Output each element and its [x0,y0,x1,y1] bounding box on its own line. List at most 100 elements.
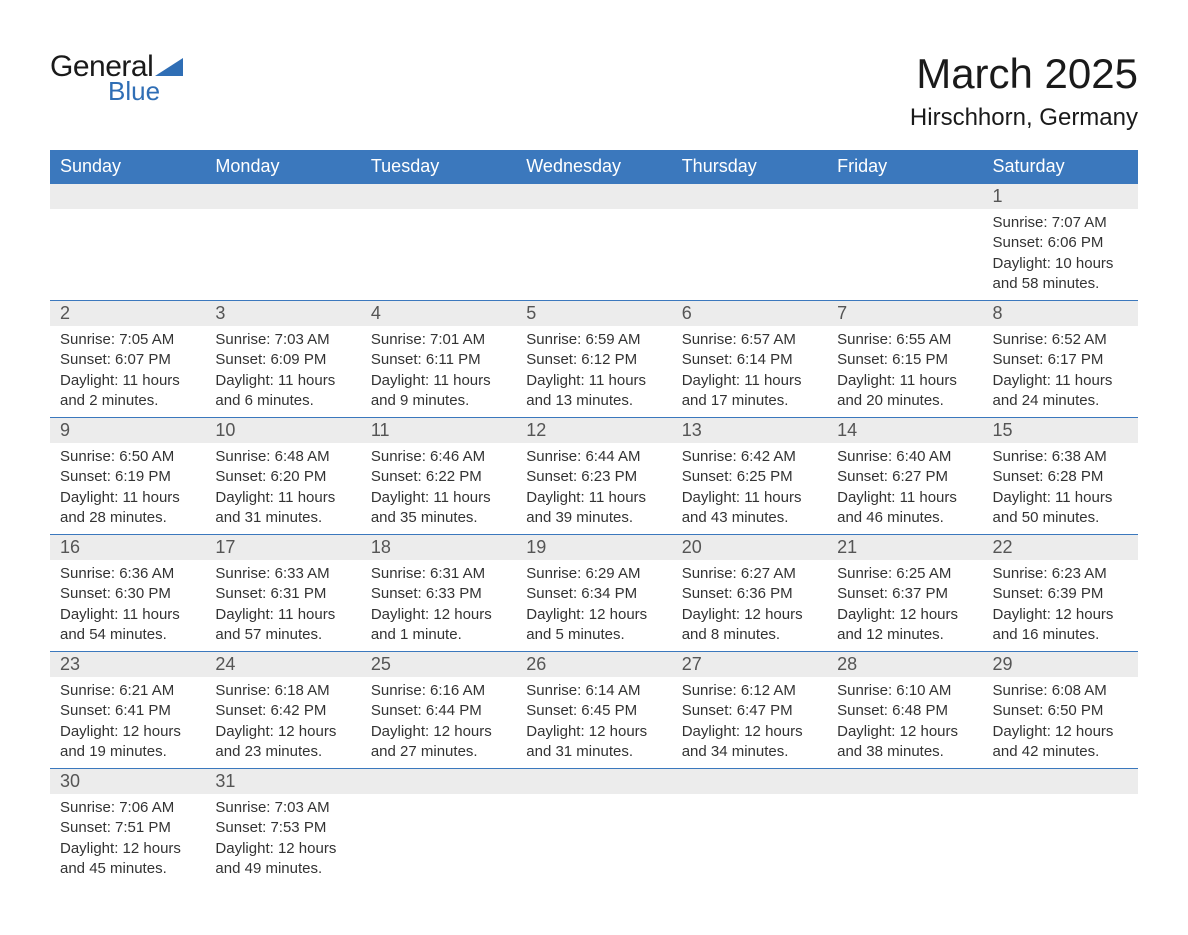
day-cell-body: Sunrise: 6:48 AMSunset: 6:20 PMDaylight:… [205,443,360,535]
day-cell-number: 14 [827,418,982,444]
day-detail: Sunrise: 6:48 AMSunset: 6:20 PMDaylight:… [205,443,360,534]
day-sunset: Sunset: 6:47 PM [682,701,817,721]
day-detail: Sunrise: 6:08 AMSunset: 6:50 PMDaylight:… [983,677,1138,768]
week-body-row: Sunrise: 7:07 AMSunset: 6:06 PMDaylight:… [50,209,1138,301]
day-sunrise: Sunrise: 6:46 AM [371,447,506,467]
day-day1: Daylight: 11 hours [993,371,1128,391]
day-cell-body: Sunrise: 6:08 AMSunset: 6:50 PMDaylight:… [983,677,1138,769]
day-day2: and 43 minutes. [682,508,817,528]
day-detail: Sunrise: 6:57 AMSunset: 6:14 PMDaylight:… [672,326,827,417]
day-cell-body: Sunrise: 6:42 AMSunset: 6:25 PMDaylight:… [672,443,827,535]
day-day2: and 17 minutes. [682,391,817,411]
day-sunset: Sunset: 7:51 PM [60,818,195,838]
day-cell-body: Sunrise: 6:55 AMSunset: 6:15 PMDaylight:… [827,326,982,418]
day-cell-body: Sunrise: 6:14 AMSunset: 6:45 PMDaylight:… [516,677,671,769]
day-cell-number: 5 [516,301,671,327]
weekday-header-row: Sunday Monday Tuesday Wednesday Thursday… [50,150,1138,184]
day-day2: and 1 minute. [371,625,506,645]
day-detail: Sunrise: 6:23 AMSunset: 6:39 PMDaylight:… [983,560,1138,651]
day-cell-body: Sunrise: 6:21 AMSunset: 6:41 PMDaylight:… [50,677,205,769]
day-cell-number: 15 [983,418,1138,444]
day-cell-body: Sunrise: 6:59 AMSunset: 6:12 PMDaylight:… [516,326,671,418]
day-day2: and 9 minutes. [371,391,506,411]
week-body-row: Sunrise: 6:50 AMSunset: 6:19 PMDaylight:… [50,443,1138,535]
day-cell-number: 16 [50,535,205,561]
day-day1: Daylight: 11 hours [682,371,817,391]
day-number: 1 [983,184,1138,209]
day-sunset: Sunset: 6:09 PM [215,350,350,370]
day-cell-body: Sunrise: 7:01 AMSunset: 6:11 PMDaylight:… [361,326,516,418]
day-cell-body: Sunrise: 6:38 AMSunset: 6:28 PMDaylight:… [983,443,1138,535]
day-cell-number [361,184,516,210]
day-detail: Sunrise: 6:12 AMSunset: 6:47 PMDaylight:… [672,677,827,768]
day-sunset: Sunset: 6:31 PM [215,584,350,604]
day-detail: Sunrise: 7:07 AMSunset: 6:06 PMDaylight:… [983,209,1138,300]
day-sunrise: Sunrise: 6:40 AM [837,447,972,467]
day-detail: Sunrise: 6:14 AMSunset: 6:45 PMDaylight:… [516,677,671,768]
day-day1: Daylight: 11 hours [215,371,350,391]
week-number-row: 1 [50,184,1138,210]
day-sunrise: Sunrise: 6:12 AM [682,681,817,701]
day-detail: Sunrise: 6:40 AMSunset: 6:27 PMDaylight:… [827,443,982,534]
day-cell-number: 10 [205,418,360,444]
day-sunset: Sunset: 6:28 PM [993,467,1128,487]
day-cell-body: Sunrise: 7:03 AMSunset: 6:09 PMDaylight:… [205,326,360,418]
day-day1: Daylight: 12 hours [682,722,817,742]
day-cell-number: 21 [827,535,982,561]
day-day1: Daylight: 10 hours [993,254,1128,274]
day-sunrise: Sunrise: 6:10 AM [837,681,972,701]
day-detail: Sunrise: 7:05 AMSunset: 6:07 PMDaylight:… [50,326,205,417]
day-detail: Sunrise: 6:59 AMSunset: 6:12 PMDaylight:… [516,326,671,417]
day-cell-number: 13 [672,418,827,444]
day-day1: Daylight: 11 hours [682,488,817,508]
day-cell-body: Sunrise: 7:07 AMSunset: 6:06 PMDaylight:… [983,209,1138,301]
week-number-row: 23242526272829 [50,652,1138,678]
day-cell-number: 6 [672,301,827,327]
weekday-header: Saturday [983,150,1138,184]
day-sunset: Sunset: 6:19 PM [60,467,195,487]
day-cell-body [361,794,516,885]
day-sunset: Sunset: 6:50 PM [993,701,1128,721]
day-cell-number: 18 [361,535,516,561]
location-title: Hirschhorn, Germany [910,104,1138,132]
day-day2: and 42 minutes. [993,742,1128,762]
day-number: 2 [50,301,205,326]
day-sunrise: Sunrise: 6:31 AM [371,564,506,584]
day-day1: Daylight: 12 hours [993,605,1128,625]
day-number: 28 [827,652,982,677]
week-body-row: Sunrise: 7:06 AMSunset: 7:51 PMDaylight:… [50,794,1138,885]
day-detail: Sunrise: 7:01 AMSunset: 6:11 PMDaylight:… [361,326,516,417]
day-number: 11 [361,418,516,443]
day-detail: Sunrise: 7:03 AMSunset: 6:09 PMDaylight:… [205,326,360,417]
day-cell-body: Sunrise: 6:50 AMSunset: 6:19 PMDaylight:… [50,443,205,535]
day-day1: Daylight: 11 hours [215,488,350,508]
day-cell-number [361,769,516,795]
day-sunrise: Sunrise: 6:25 AM [837,564,972,584]
day-sunset: Sunset: 6:23 PM [526,467,661,487]
day-sunset: Sunset: 6:33 PM [371,584,506,604]
day-sunset: Sunset: 6:17 PM [993,350,1128,370]
day-cell-body: Sunrise: 6:40 AMSunset: 6:27 PMDaylight:… [827,443,982,535]
day-detail: Sunrise: 6:31 AMSunset: 6:33 PMDaylight:… [361,560,516,651]
day-cell-body: Sunrise: 7:06 AMSunset: 7:51 PMDaylight:… [50,794,205,885]
day-day1: Daylight: 12 hours [837,722,972,742]
day-day1: Daylight: 11 hours [526,488,661,508]
day-day2: and 5 minutes. [526,625,661,645]
day-sunrise: Sunrise: 6:52 AM [993,330,1128,350]
day-day1: Daylight: 12 hours [682,605,817,625]
day-cell-body: Sunrise: 6:31 AMSunset: 6:33 PMDaylight:… [361,560,516,652]
day-cell-body [50,209,205,301]
day-cell-number: 11 [361,418,516,444]
day-day1: Daylight: 11 hours [526,371,661,391]
day-cell-body: Sunrise: 6:23 AMSunset: 6:39 PMDaylight:… [983,560,1138,652]
day-cell-body: Sunrise: 6:57 AMSunset: 6:14 PMDaylight:… [672,326,827,418]
day-cell-body [205,209,360,301]
day-cell-body: Sunrise: 6:29 AMSunset: 6:34 PMDaylight:… [516,560,671,652]
day-number: 30 [50,769,205,794]
day-number: 23 [50,652,205,677]
day-sunrise: Sunrise: 6:18 AM [215,681,350,701]
day-cell-number: 27 [672,652,827,678]
week-body-row: Sunrise: 7:05 AMSunset: 6:07 PMDaylight:… [50,326,1138,418]
day-cell-number: 25 [361,652,516,678]
day-cell-number [827,769,982,795]
